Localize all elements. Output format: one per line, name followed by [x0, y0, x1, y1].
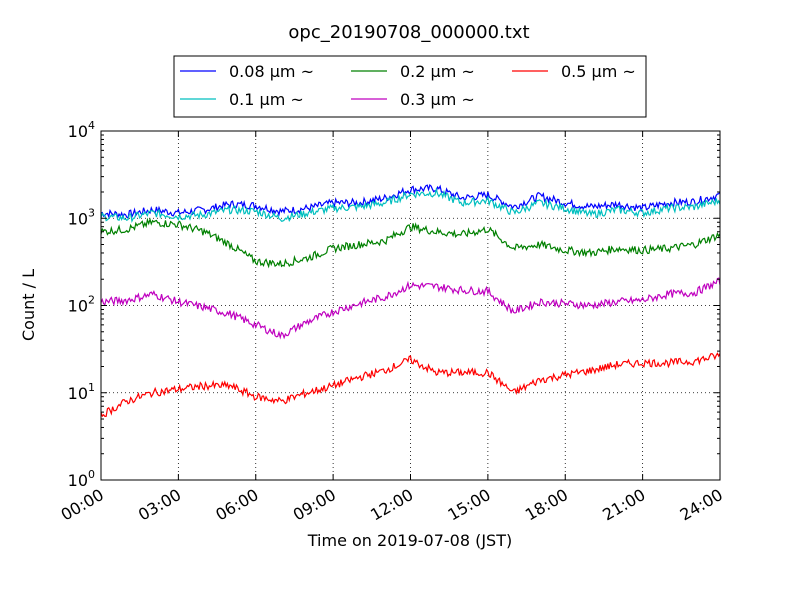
- x-tick-label: 03:00: [135, 485, 184, 525]
- legend: 0.08 μm ~ 0.1 μm ~ 0.2 μm ~ 0.3 μm ~ 0.5 μm …: [173, 55, 647, 118]
- y-tick-label: 102: [68, 294, 95, 316]
- y-tick-labels: 100 101 102 103 104: [68, 119, 95, 490]
- series-lines: [100, 184, 721, 418]
- axis-ticks: [100, 130, 721, 481]
- y-tick-label: 100: [68, 468, 95, 490]
- legend-label: 0.08 μm ~: [229, 62, 314, 81]
- x-tick-label: 09:00: [290, 485, 339, 525]
- x-tick-labels: 00:00 03:00 06:00 09:00 12:00 15:00 18:00 21:00…: [58, 485, 726, 525]
- y-tick-label: 101: [68, 381, 95, 403]
- legend-entries: 0.08 μm ~ 0.1 μm ~ 0.2 μm ~ 0.3 μm ~ 0.5 μm …: [180, 62, 636, 109]
- y-axis-label: Count / L: [19, 269, 38, 341]
- x-tick-label: 24:00: [677, 485, 726, 525]
- series-line: [100, 352, 721, 418]
- x-tick-label: 18:00: [522, 485, 571, 525]
- series-line: [100, 186, 721, 224]
- x-tick-label: 00:00: [58, 485, 107, 525]
- y-tick-label: 103: [68, 206, 95, 228]
- x-tick-label: 15:00: [444, 485, 493, 525]
- series-line: [100, 277, 721, 340]
- x-tick-label: 12:00: [367, 485, 416, 525]
- x-axis-label: Time on 2019-07-08 (JST): [307, 531, 512, 550]
- y-tick-label: 104: [68, 119, 95, 141]
- legend-box: [173, 55, 647, 118]
- legend-label: 0.1 μm ~: [229, 90, 304, 109]
- series-line: [100, 217, 721, 269]
- x-tick-label: 06:00: [212, 485, 261, 525]
- legend-label: 0.5 μm ~: [561, 62, 636, 81]
- legend-label: 0.2 μm ~: [400, 62, 475, 81]
- x-tick-label: 21:00: [599, 485, 648, 525]
- plot-area: [100, 130, 721, 481]
- legend-label: 0.3 μm ~: [400, 90, 475, 109]
- chart-title: opc_20190708_000000.txt: [288, 22, 529, 43]
